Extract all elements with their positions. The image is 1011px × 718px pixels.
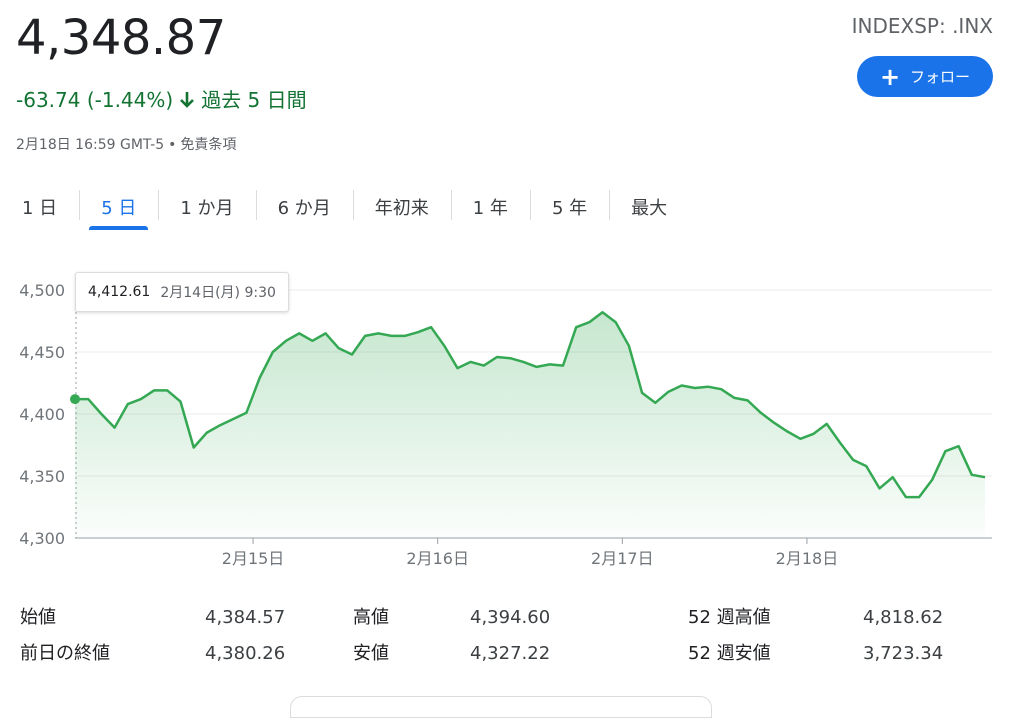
y-tick-label: 4,400 bbox=[19, 405, 65, 424]
stat-value: 4,384.57 bbox=[205, 607, 286, 628]
y-tick-label: 4,500 bbox=[19, 281, 65, 300]
x-tick-label: 2月15日 bbox=[222, 549, 285, 568]
price-change: -63.74 (-1.44%) 過去 5 日間 bbox=[16, 86, 307, 114]
y-tick-label: 4,450 bbox=[19, 343, 65, 362]
range-tabs: 1 日 5 日 1 か月 6 か月 年初来 1 年 5 年 最大 bbox=[0, 184, 689, 230]
more-panel-tab[interactable] bbox=[290, 696, 712, 718]
tab-1y[interactable]: 1 年 bbox=[450, 184, 530, 230]
x-axis-ticks: 2月15日 2月16日 2月17日 2月18日 bbox=[222, 538, 838, 568]
y-tick-label: 4,350 bbox=[19, 467, 65, 486]
follow-button[interactable]: + フォロー bbox=[857, 56, 993, 97]
disclaimer-link[interactable]: 免責条項 bbox=[180, 137, 237, 153]
stat-label: 前日の終値 bbox=[20, 643, 110, 664]
quote-timestamp: 2月18日 16:59 GMT-5 bbox=[16, 137, 165, 153]
change-period: 過去 5 日間 bbox=[201, 88, 307, 112]
ticker-symbol: INDEXSP: .INX bbox=[851, 14, 993, 38]
stat-label: 安値 bbox=[353, 643, 389, 664]
x-tick-label: 2月16日 bbox=[406, 549, 469, 568]
stat-label: 52 週高値 bbox=[688, 607, 771, 628]
tooltip-value: 4,412.61 bbox=[88, 284, 151, 300]
x-tick-label: 2月17日 bbox=[591, 549, 654, 568]
chart-tooltip: 4,412.61 2月14日(月) 9:30 bbox=[75, 272, 289, 312]
price-line bbox=[75, 311, 986, 499]
stat-value: 4,818.62 bbox=[863, 607, 944, 628]
follow-label: フォロー bbox=[910, 68, 971, 86]
stat-label: 52 週安値 bbox=[688, 643, 771, 664]
tab-1d[interactable]: 1 日 bbox=[22, 198, 58, 219]
tab-5d[interactable]: 5 日 bbox=[79, 184, 158, 230]
price-area bbox=[75, 312, 985, 538]
tab-6m[interactable]: 6 か月 bbox=[255, 184, 353, 230]
y-tick-label: 4,300 bbox=[19, 529, 65, 548]
stat-value: 4,380.26 bbox=[205, 643, 286, 664]
plus-icon: + bbox=[879, 62, 901, 91]
y-axis-ticks: 4,300 4,350 4,400 4,450 4,500 bbox=[19, 281, 65, 548]
current-price: 4,348.87 bbox=[16, 10, 226, 66]
quote-meta: 2月18日 16:59 GMT-5 • 免責条項 bbox=[16, 134, 236, 154]
stat-value: 4,327.22 bbox=[470, 643, 551, 664]
stat-value: 4,394.60 bbox=[470, 607, 551, 628]
tab-ytd[interactable]: 年初来 bbox=[352, 184, 451, 230]
stat-label: 始値 bbox=[20, 607, 56, 628]
price-chart[interactable]: 4,300 4,350 4,400 4,450 4,500 2月15日 2月16日 2月17… bbox=[0, 250, 1011, 580]
tab-1m[interactable]: 1 か月 bbox=[158, 184, 255, 230]
stat-label: 高値 bbox=[353, 607, 389, 628]
arrow-down-icon bbox=[180, 92, 195, 108]
separator-dot: • bbox=[168, 137, 177, 153]
tooltip-date: 2月14日(月) 9:30 bbox=[160, 285, 276, 301]
tab-5y[interactable]: 5 年 bbox=[529, 184, 609, 230]
change-value: -63.74 (-1.44%) bbox=[16, 88, 174, 112]
stat-value: 3,723.34 bbox=[863, 643, 944, 664]
tab-max[interactable]: 最大 bbox=[609, 184, 689, 230]
hover-point bbox=[70, 394, 80, 405]
x-tick-label: 2月18日 bbox=[776, 549, 839, 568]
